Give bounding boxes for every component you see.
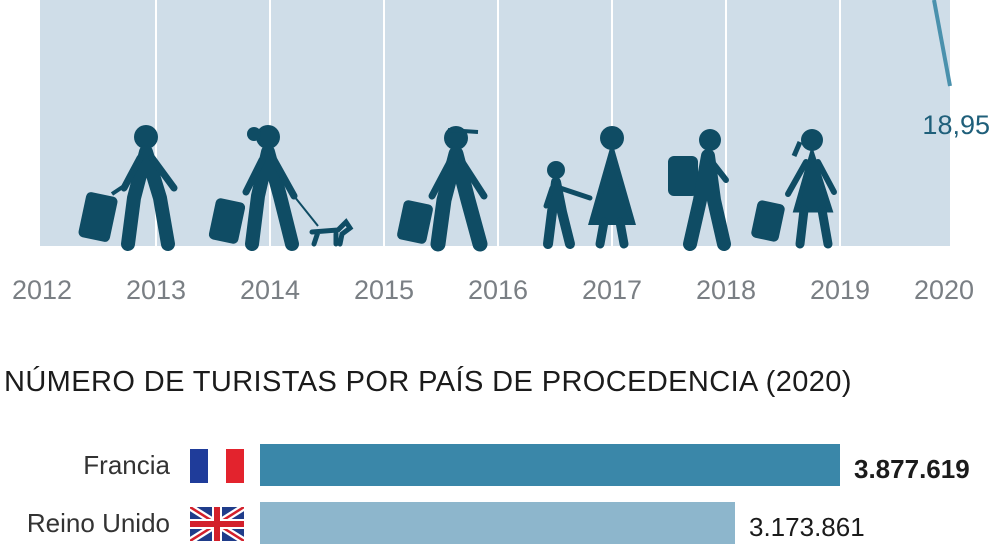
- x-tick-label-2014: 2014: [240, 275, 300, 305]
- x-tick-label-2018: 2018: [696, 275, 756, 305]
- x-tick-label-2015: 2015: [354, 275, 414, 305]
- traveler-man-cap-icon: [397, 126, 488, 252]
- bar-chart-title: NÚMERO DE TURISTAS POR PAÍS DE PROCEDENC…: [4, 366, 852, 398]
- value-label-francia: 3.877.619: [854, 454, 970, 484]
- x-tick-label-2016: 2016: [468, 275, 528, 305]
- x-tick-label-2017: 2017: [582, 275, 642, 305]
- traveler-woman-suitcase-icon: [751, 129, 837, 249]
- x-tick-label-2020: 2020: [914, 275, 974, 305]
- x-tick-label-2019: 2019: [810, 275, 870, 305]
- bar-row-francia: Francia 3.877.619: [0, 444, 992, 488]
- tourist-trend-chart: 18,95 2012 2013 2014 2015 2016 2017 2018 2019 20…: [12, 0, 990, 305]
- uk-flag-icon: [190, 507, 244, 541]
- traveler-man-suitcase-icon: [78, 125, 178, 251]
- traveler-figures-illustration: [78, 125, 837, 252]
- bar-reino-unido: [260, 502, 735, 544]
- country-label-francia: Francia: [83, 450, 170, 480]
- value-label-reino-unido: 3.173.861: [749, 512, 865, 542]
- traveler-family-icon: [543, 126, 636, 249]
- country-label-reino-unido: Reino Unido: [26, 508, 170, 538]
- x-tick-label-2013: 2013: [126, 275, 186, 305]
- value-label-2020: 18,95: [922, 110, 990, 140]
- traveler-backpacker-icon: [668, 129, 731, 251]
- bar-row-reino-unido: Reino Unido 3.173.861: [0, 502, 992, 546]
- bar-francia: [260, 444, 840, 486]
- x-axis-labels: 2012 2013 2014 2015 2016 2017 2018 2019 2020: [12, 275, 974, 305]
- traveler-woman-dog-icon: [208, 125, 354, 251]
- x-tick-label-2012: 2012: [12, 275, 72, 305]
- gridlines: [155, 0, 955, 246]
- france-flag-icon: [190, 449, 244, 483]
- trend-line: [932, 0, 952, 87]
